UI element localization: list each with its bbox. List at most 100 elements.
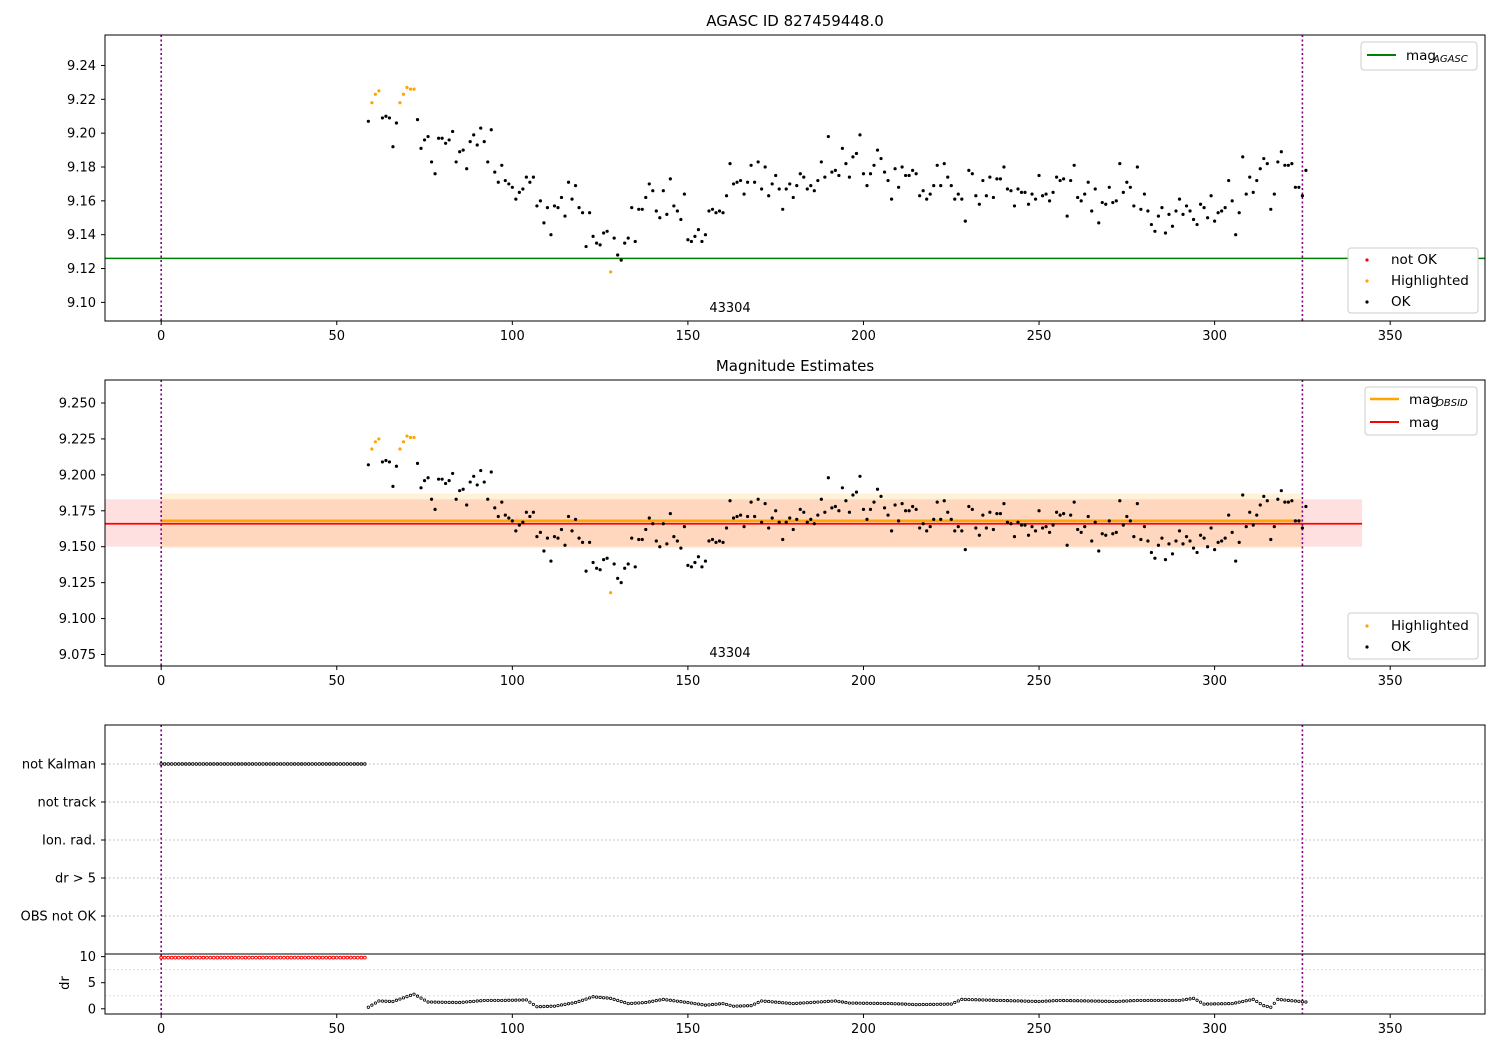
dr-point — [889, 1001, 894, 1006]
panel-estimates-point-ok — [1300, 526, 1305, 530]
flag-not-kalman-point — [289, 762, 293, 766]
panel-agasc-point-ok — [486, 160, 490, 164]
dr-over-limit-point — [233, 955, 237, 960]
panel-agasc-xtick-label: 0 — [157, 329, 165, 344]
panel-agasc-point-ok — [1230, 199, 1234, 203]
flag-not-kalman-point — [342, 762, 346, 766]
dr-point — [1093, 999, 1097, 1003]
panel-agasc-point-ok — [489, 128, 493, 132]
dr-point — [738, 1004, 743, 1008]
panel-estimates-point-ok — [1069, 513, 1073, 517]
panel-agasc-point-ok — [1062, 177, 1066, 181]
panel-agasc-point-ok — [928, 192, 932, 196]
dr-over-limit-point — [173, 955, 178, 960]
panel-estimates-point-ok — [1191, 546, 1196, 550]
panel-estimates-point-ok — [882, 506, 887, 510]
panel-agasc-point-ok — [1009, 189, 1013, 193]
dr-point — [552, 1004, 557, 1008]
panel-agasc-point-ok — [724, 194, 729, 198]
panel-agasc-point-ok — [672, 204, 676, 208]
flag-not-kalman-point — [268, 762, 272, 766]
dr-point — [391, 999, 395, 1004]
panel-agasc-point-ok — [767, 194, 771, 198]
panel-estimates-point-ok — [587, 540, 592, 545]
panel-agasc-point-ok — [882, 170, 887, 174]
panel-estimates-point-ok — [415, 461, 420, 465]
panel-agasc-point-ok — [854, 151, 859, 156]
dr-point — [651, 999, 655, 1003]
panel-estimates-point-ok — [433, 507, 437, 511]
panel-agasc-point-ok — [875, 148, 880, 152]
dr-point — [1016, 999, 1020, 1003]
dr-over-limit-point — [219, 955, 223, 960]
panel-estimates-point-ok — [1174, 539, 1178, 543]
panel-estimates-point-ok — [1188, 539, 1192, 543]
panel-estimates-point-ok — [798, 507, 802, 511]
dr-point — [949, 1002, 953, 1006]
dr-point — [461, 1000, 465, 1004]
panel-estimates-point-ok — [387, 460, 392, 464]
dr-point — [545, 1004, 550, 1008]
dr-point — [784, 1001, 788, 1005]
dr-over-limit-point — [268, 955, 272, 960]
dr-point — [1230, 1001, 1234, 1006]
panel-agasc-point-ok — [1135, 165, 1139, 169]
panel-agasc-point-ok — [763, 165, 767, 169]
panel-estimates-point-ok — [984, 526, 988, 530]
panel-agasc-point-ok — [479, 126, 483, 130]
panel-agasc-point-ok — [689, 239, 694, 244]
panel-estimates-point-ok — [644, 527, 648, 532]
panel-estimates-point-ok — [1237, 540, 1241, 545]
panel-agasc-point-ok — [1237, 211, 1241, 215]
panel-estimates-point-ok — [826, 476, 830, 480]
panel-estimates-point-ok — [1111, 532, 1115, 536]
panel-agasc-point-ok — [707, 209, 711, 213]
panel-estimates-point-ok — [1163, 558, 1168, 562]
panel-estimates-point-ok — [1184, 535, 1189, 539]
panel-agasc-point-ok — [837, 173, 841, 178]
flag-not-kalman-point — [296, 762, 300, 766]
dr-point — [1044, 999, 1048, 1003]
panel-agasc-point-ok — [946, 175, 950, 179]
dr-point — [1188, 997, 1192, 1001]
panel-estimates-point-ok — [602, 558, 606, 562]
panel-agasc-point-ok — [447, 138, 451, 142]
dr-point — [387, 999, 392, 1003]
dr-point — [1195, 998, 1199, 1002]
dr-point — [1030, 999, 1034, 1003]
panel-agasc-point-ok — [738, 178, 743, 183]
dr-point — [911, 1002, 915, 1007]
panel-estimates-point-ok — [914, 507, 918, 511]
panel-estimates-point-ok — [918, 526, 922, 530]
dr-point — [1062, 998, 1066, 1003]
dr-point — [700, 1003, 704, 1007]
dr-point — [556, 1003, 560, 1008]
panel-estimates-point-ok — [1153, 556, 1157, 560]
panel-estimates-point-ok — [935, 500, 939, 504]
panel-agasc-point-ok — [531, 175, 535, 179]
panel-agasc-point-ok — [935, 163, 939, 167]
panel-agasc-point-ok — [721, 211, 725, 215]
panel-estimates-ytick-label: 9.175 — [59, 504, 96, 519]
panel-agasc-point-ok — [1300, 194, 1305, 198]
panel-estimates-point-ok — [1272, 524, 1276, 529]
dr-point — [1019, 999, 1024, 1003]
flag-not-kalman-point — [331, 762, 335, 766]
flag-not-kalman-point — [282, 762, 286, 766]
panel-estimates-point-ok — [1198, 533, 1203, 537]
dr-point — [514, 998, 518, 1002]
svg-text:OK: OK — [1391, 639, 1412, 655]
dr-point — [953, 1000, 957, 1005]
panel-estimates-obsid-label: 43304 — [709, 646, 750, 661]
panel-estimates-point-ok — [1142, 524, 1146, 529]
dr-point — [812, 1000, 816, 1004]
panel-estimates-point-highlighted — [377, 437, 381, 441]
panel-dr-ylabel: dr — [58, 976, 73, 990]
panel-estimates-point-ok — [1216, 540, 1220, 545]
flag-not-kalman-point — [226, 762, 230, 766]
dr-point — [415, 994, 420, 998]
panel-agasc-point-ok — [468, 140, 472, 144]
dr-point — [468, 1000, 472, 1004]
dr-over-limit-point — [303, 955, 308, 960]
panel-estimates-point-ok — [1005, 520, 1010, 524]
